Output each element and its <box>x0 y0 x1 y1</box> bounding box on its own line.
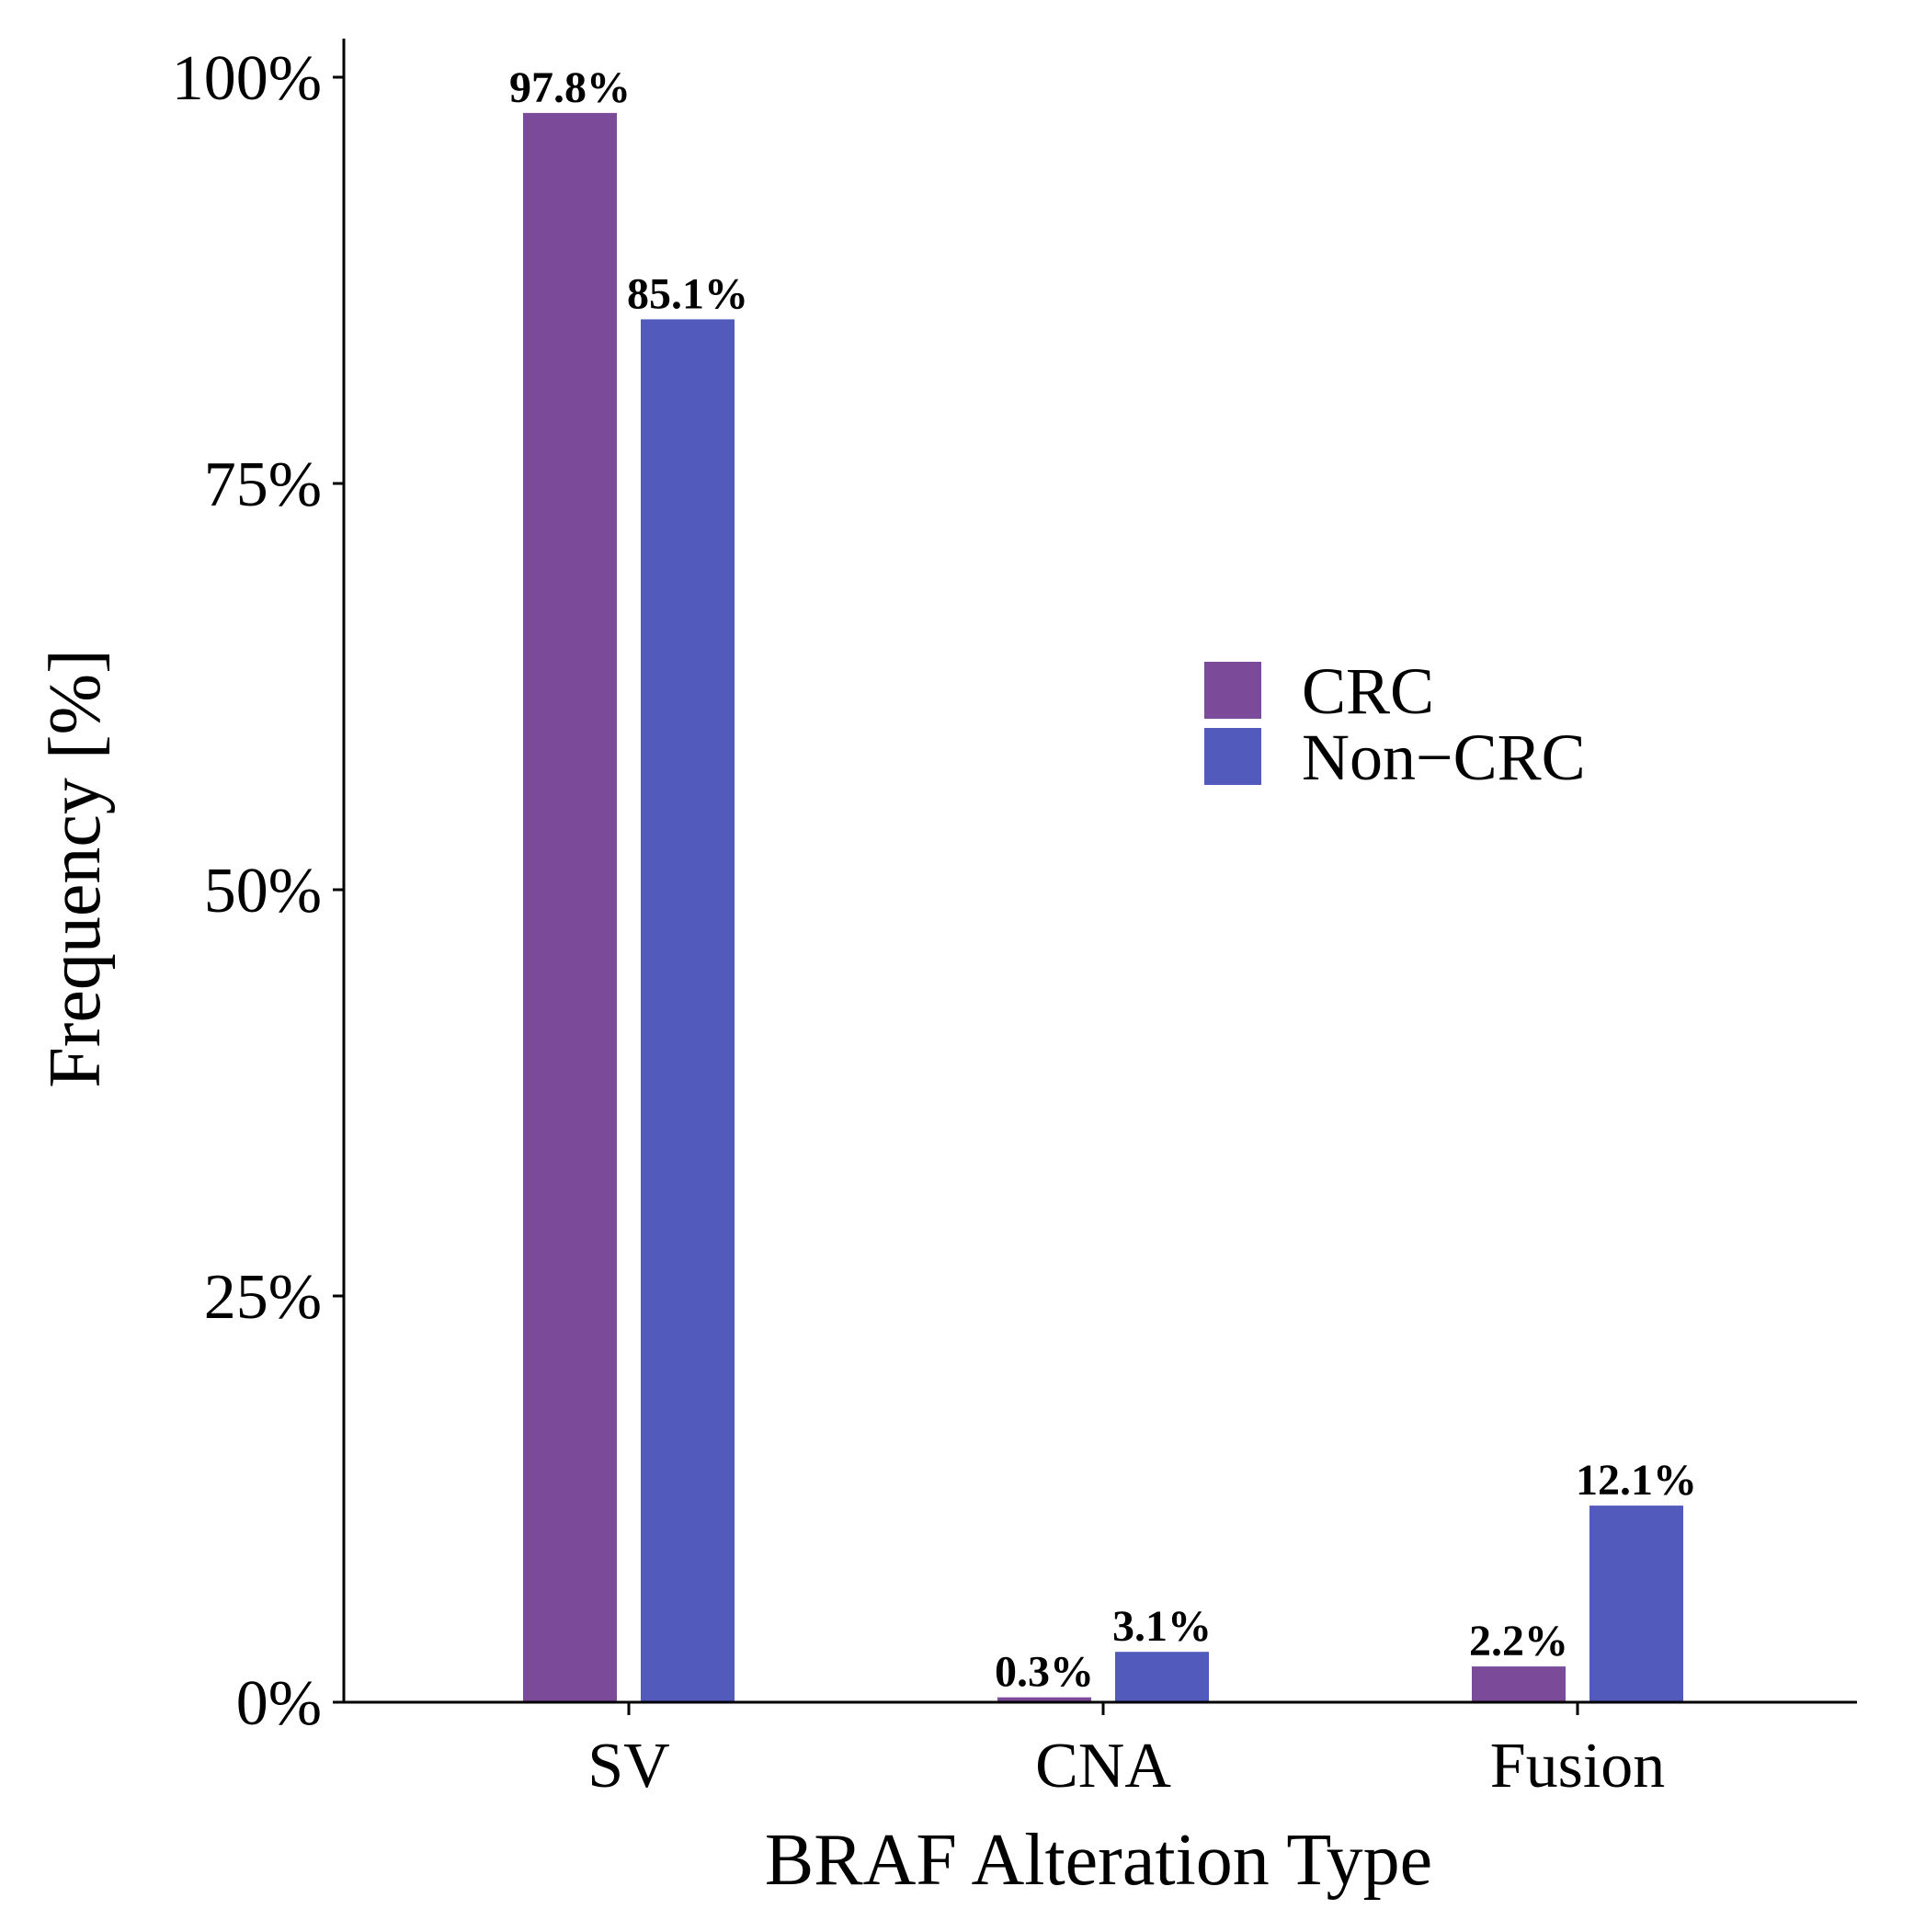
data-label: 12.1% <box>1576 1456 1697 1505</box>
y-tick-label: 50% <box>204 856 322 926</box>
data-label: 0.3% <box>995 1648 1094 1697</box>
x-axis-title: BRAF Alteration Type <box>765 1820 1432 1901</box>
bar-sv-non-crc <box>641 319 735 1702</box>
bar-cna-non-crc <box>1115 1652 1209 1702</box>
bar-cna-crc <box>997 1697 1091 1702</box>
legend-label-crc: CRC <box>1302 654 1434 728</box>
x-tick-label-cna: CNA <box>1035 1731 1171 1801</box>
data-label: 85.1% <box>627 269 748 318</box>
data-label: 2.2% <box>1469 1617 1568 1665</box>
x-axis-ticks: SV CNA Fusion <box>587 1702 1665 1801</box>
legend-swatch-non-crc <box>1204 728 1261 785</box>
y-tick-label: 75% <box>204 449 322 520</box>
x-tick-label-sv: SV <box>587 1731 669 1801</box>
bar-fusion-crc <box>1472 1666 1566 1702</box>
data-label: 97.8% <box>509 63 631 112</box>
legend-swatch-crc <box>1204 662 1261 719</box>
legend-label-non-crc: Non−CRC <box>1302 721 1586 794</box>
data-label: 3.1% <box>1112 1602 1212 1651</box>
y-axis-ticks: 0% 25% 50% 75% 100% <box>172 43 344 1739</box>
bars <box>523 112 1683 1702</box>
y-tick-label: 25% <box>204 1262 322 1333</box>
y-tick-label: 100% <box>172 43 322 114</box>
bar-sv-crc <box>523 112 617 1702</box>
x-tick-label-fusion: Fusion <box>1490 1731 1666 1801</box>
y-axis-title: Frequency [%] <box>35 649 116 1088</box>
y-tick-label: 0% <box>236 1668 322 1739</box>
bar-data-labels: 97.8% 85.1% 0.3% 3.1% 2.2% 12.1% <box>509 63 1697 1697</box>
bar-fusion-non-crc <box>1589 1506 1683 1702</box>
